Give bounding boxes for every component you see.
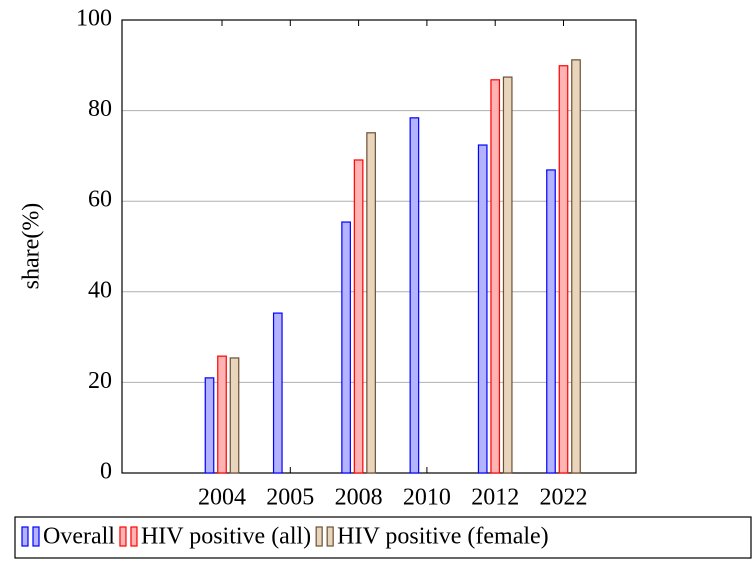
bar xyxy=(571,59,581,474)
bar xyxy=(502,76,513,474)
bar xyxy=(477,144,488,474)
x-tick-label: 2004 xyxy=(198,485,246,511)
bar xyxy=(272,312,283,474)
x-tick-label: 2012 xyxy=(471,485,519,511)
bar xyxy=(341,221,351,474)
legend-icon xyxy=(326,526,334,547)
legend-label: HIV positive (all) xyxy=(141,524,311,550)
legend-label: Overall xyxy=(43,524,115,550)
bar xyxy=(217,355,227,474)
bar xyxy=(229,357,240,474)
legend-box xyxy=(14,516,752,559)
y-tick-label: 100 xyxy=(76,6,112,32)
y-axis-label: share(%) xyxy=(19,203,45,290)
y-tick-label: 60 xyxy=(88,187,112,213)
bar xyxy=(366,132,376,474)
x-tick-label: 2022 xyxy=(540,485,588,511)
bar xyxy=(409,117,420,474)
bar xyxy=(490,79,501,474)
legend-icon xyxy=(315,526,323,547)
y-tick-label: 0 xyxy=(100,459,112,485)
legend-icon xyxy=(119,526,127,547)
legend-icon xyxy=(32,526,40,547)
bar xyxy=(546,169,556,474)
x-tick-label: 2008 xyxy=(335,485,383,511)
x-tick-label: 2010 xyxy=(403,485,451,511)
x-tick-label: 2005 xyxy=(266,485,314,511)
bar xyxy=(353,159,364,474)
y-tick-label: 20 xyxy=(88,368,112,394)
plot-frame xyxy=(121,19,637,474)
legend-icon xyxy=(21,526,29,547)
y-tick-label: 40 xyxy=(88,277,112,303)
y-tick-label: 80 xyxy=(88,96,112,122)
bar xyxy=(204,377,215,474)
legend-icon xyxy=(130,526,138,547)
legend-label: HIV positive (female) xyxy=(337,524,549,550)
bar xyxy=(558,65,569,474)
